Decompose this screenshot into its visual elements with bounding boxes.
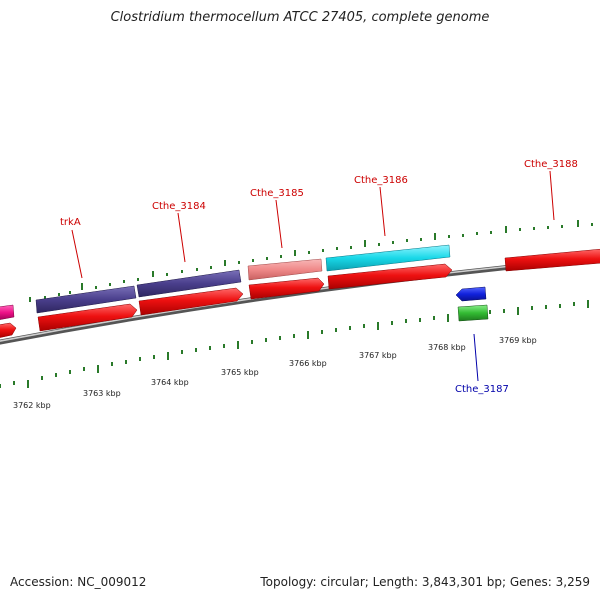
gene-label-cthe-3188[interactable]: Cthe_3188: [524, 159, 578, 170]
cds-arrow-cthe-3188[interactable]: [504, 248, 600, 272]
gene-label-cthe-3185[interactable]: Cthe_3185: [250, 188, 304, 199]
scale-label: 3766 kbp: [289, 359, 327, 368]
accession-label: Accession: NC_009012: [10, 575, 147, 589]
map-title: Clostridium thermocellum ATCC 27405, com…: [110, 10, 490, 25]
feature-cthe-3187-blue[interactable]: [455, 286, 487, 302]
scale-label: 3769 kbp: [499, 336, 537, 345]
scale-label: 3764 kbp: [151, 378, 189, 387]
gene-labels: trkA Cthe_3184 Cthe_3185 Cthe_3186 Cthe_…: [60, 159, 578, 395]
feature-cthe-3184[interactable]: [136, 269, 242, 298]
gene-label-cthe-3184[interactable]: Cthe_3184: [152, 201, 206, 212]
gene-label-cthe-3186[interactable]: Cthe_3186: [354, 175, 408, 186]
scale-label: 3768 kbp: [428, 343, 466, 352]
gene-label-cthe-3187[interactable]: Cthe_3187: [455, 384, 509, 395]
scale-label: 3763 kbp: [83, 389, 121, 398]
feature-track: [0, 244, 451, 320]
outer-tick-ring: [29, 220, 593, 302]
cds-arrow-cthe-3187-green[interactable]: [457, 304, 489, 322]
cds-arrow-cthe-3186[interactable]: [327, 263, 453, 290]
feature-cthe-3185[interactable]: [247, 258, 323, 281]
feature-cthe-3186[interactable]: [325, 244, 451, 272]
label-leaders: [71, 170, 555, 382]
cds-arrow[interactable]: [0, 322, 17, 338]
feature-magenta[interactable]: [0, 304, 15, 320]
cds-arrow-cthe-3184[interactable]: [138, 287, 244, 316]
reverse-features: [455, 286, 489, 322]
gene-label-trkA[interactable]: trkA: [60, 217, 81, 228]
scale-label: 3765 kbp: [221, 368, 259, 377]
cds-track: [0, 248, 600, 338]
scale-labels: 3762 kbp 3763 kbp 3764 kbp 3765 kbp 3766…: [13, 336, 537, 410]
topology-label: Topology: circular; Length: 3,843,301 bp…: [260, 575, 590, 589]
cds-arrow-cthe-3185[interactable]: [248, 277, 325, 300]
cds-arrow-trkA[interactable]: [37, 303, 138, 332]
scale-label: 3767 kbp: [359, 351, 397, 360]
feature-trkA[interactable]: [35, 285, 137, 314]
scale-label: 3762 kbp: [13, 401, 51, 410]
